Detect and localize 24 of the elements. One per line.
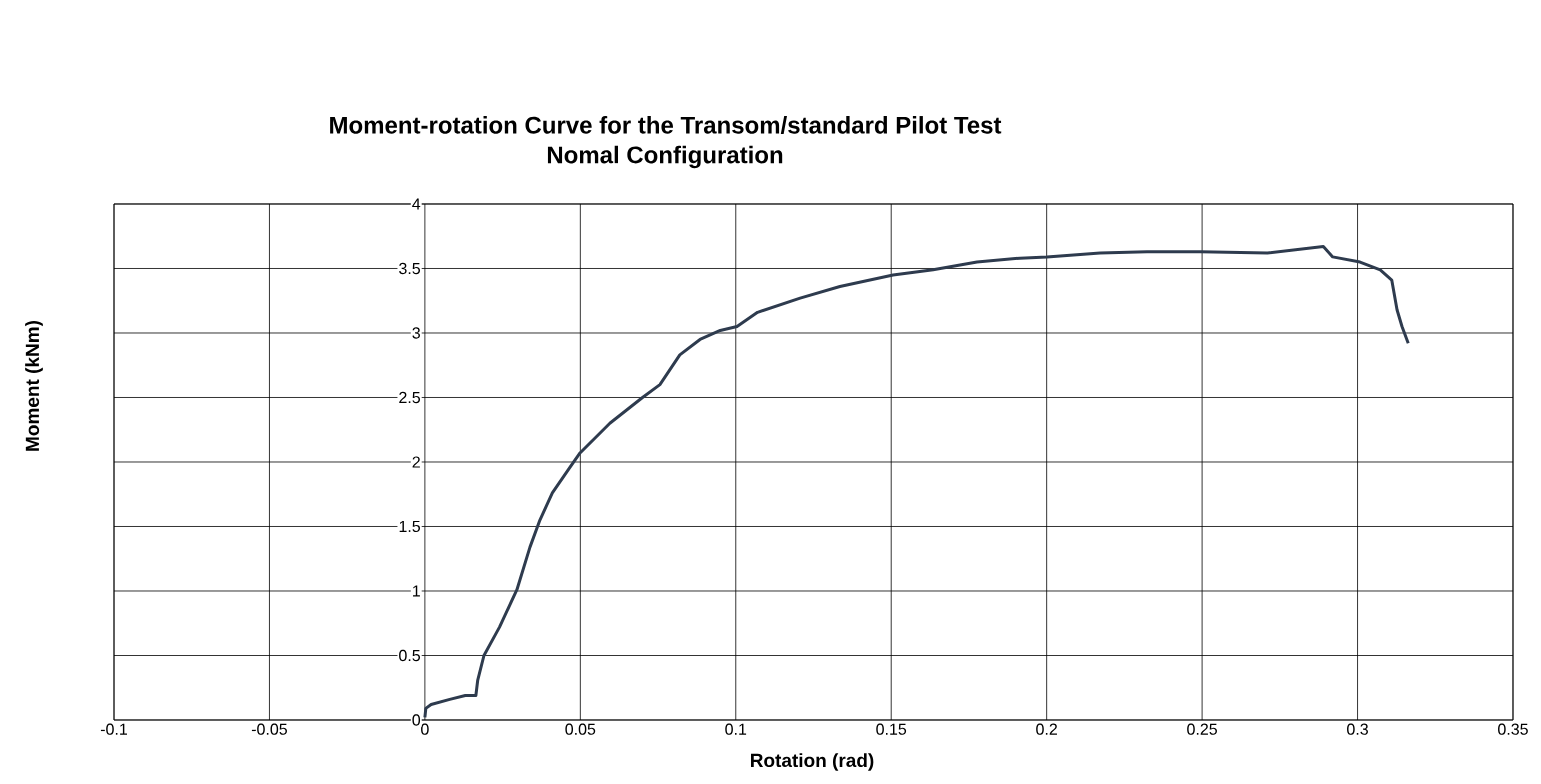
x-axis-title: Rotation (rad) [751, 753, 874, 771]
y-axis-title: Moment (kNm) [25, 321, 43, 451]
y-tick-label: 4 [412, 198, 421, 210]
chart-title: Moment-rotation Curve for the Transom/standard Pilot Test [330, 116, 1002, 134]
x-tick-label: 0.35 [1498, 723, 1528, 735]
y-tick-label: 2.5 [399, 391, 421, 404]
y-tick-label: 2 [412, 456, 420, 468]
x-tick-label: 0.25 [1187, 723, 1217, 735]
x-tick-label: -0.1 [100, 723, 127, 735]
y-tick-label: 3 [412, 327, 420, 339]
chart-subtitle: Nomal Configuration [547, 145, 783, 169]
x-tick-label: 0 [421, 723, 429, 735]
y-tick-label: 0 [412, 714, 421, 726]
y-tick-label: 1.5 [399, 520, 421, 533]
y-tick-label: 1 [413, 585, 420, 597]
x-tick-label: 0.2 [1036, 723, 1057, 735]
x-tick-label: 0.15 [876, 723, 907, 735]
x-tick-label: 0.3 [1347, 723, 1368, 735]
x-tick-label: -0.05 [251, 723, 287, 735]
y-tick-label: 0.5 [399, 649, 421, 662]
y-tick-label: 3.5 [399, 262, 421, 275]
x-tick-label: 0.05 [565, 723, 596, 735]
x-tick-label: 0.1 [725, 723, 747, 735]
line-series [423, 245, 1410, 719]
